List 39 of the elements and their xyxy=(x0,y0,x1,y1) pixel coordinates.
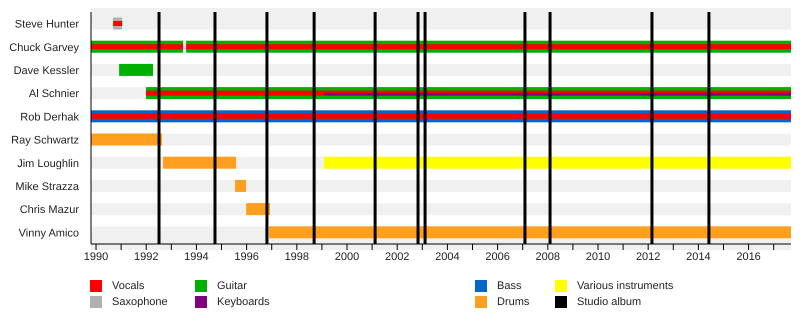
x-tick-label: 2008 xyxy=(536,250,560,263)
legend-label: Studio album xyxy=(577,296,642,308)
y-tick-label: Chris Mazur xyxy=(20,204,80,216)
x-tick-label: 2010 xyxy=(586,250,610,263)
x-tick-label: 1994 xyxy=(184,250,209,263)
legend-label: Various instruments xyxy=(577,280,674,292)
bar xyxy=(163,156,236,169)
y-tick-label: Rob Derhak xyxy=(20,111,80,124)
legend-label: Drums xyxy=(497,296,530,308)
bar xyxy=(91,114,791,119)
x-tick-label: 1990 xyxy=(84,250,108,263)
y-tick-label: Al Schnier xyxy=(28,88,80,100)
legend-label: Saxophone xyxy=(112,296,168,308)
bar xyxy=(324,93,791,96)
legend-label: Keyboards xyxy=(217,296,270,308)
y-tick-label: Mike Strazza xyxy=(15,181,80,193)
y-tick-label: Steve Hunter xyxy=(14,18,80,31)
y-tick-label: Vinny Amico xyxy=(18,227,79,240)
bar xyxy=(119,64,153,76)
x-tick-label: 1998 xyxy=(284,250,310,263)
y-tick-label: Chuck Garvey xyxy=(9,42,80,54)
x-tick-label: 1996 xyxy=(234,250,259,263)
legend-label: Guitar xyxy=(217,280,247,292)
x-tick-label: 2002 xyxy=(384,250,410,263)
y-tick-label: Jim Loughlin xyxy=(17,158,79,170)
x-tick-label: 2000 xyxy=(334,250,360,263)
bar xyxy=(113,21,122,26)
bar xyxy=(91,134,162,146)
x-tick-label: 2014 xyxy=(686,250,711,263)
legend-label: Vocals xyxy=(112,280,144,292)
legend-label: Bass xyxy=(497,280,522,292)
x-tick-label: 1992 xyxy=(134,250,158,263)
x-tick-label: 2004 xyxy=(435,250,460,263)
x-tick-label: 2006 xyxy=(485,250,510,263)
y-tick-label: Dave Kessler xyxy=(14,65,80,77)
x-tick-label: 2016 xyxy=(736,250,761,263)
bar xyxy=(235,180,246,192)
x-tick-label: 2012 xyxy=(636,250,660,263)
y-tick-label: Ray Schwartz xyxy=(11,134,79,147)
